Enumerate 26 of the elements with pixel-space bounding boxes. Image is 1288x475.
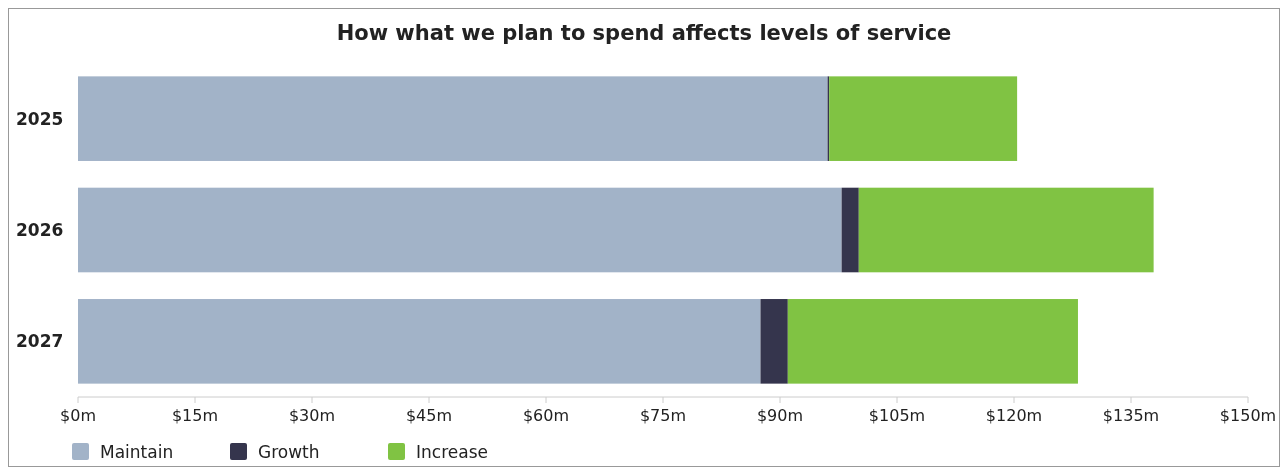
bar (858, 187, 1154, 273)
bar (78, 187, 842, 273)
x-tick-label: $60m (522, 406, 570, 425)
y-tick-label: 2027 (16, 331, 64, 352)
bar (78, 299, 761, 384)
x-tick-label: $30m (288, 406, 336, 425)
x-tick-label: $150m (1219, 406, 1277, 425)
bar (760, 299, 788, 384)
legend-label: Increase (416, 442, 488, 462)
chart-title: How what we plan to spend affects levels of service (336, 21, 952, 45)
bar (841, 187, 859, 273)
y-tick-label: 2026 (16, 220, 64, 240)
legend-label: Growth (258, 442, 320, 462)
x-tick-label: $0m (60, 406, 96, 425)
x-tick-label: $45m (405, 406, 453, 425)
x-tick-label: $75m (639, 406, 687, 425)
y-tick-label: 2025 (16, 108, 64, 129)
legend-label: Maintain (100, 442, 174, 462)
x-tick-label: $120m (985, 406, 1043, 425)
bar (78, 76, 828, 161)
x-tick-label: $15m (171, 406, 219, 425)
bar (787, 299, 1078, 384)
x-tick-label: $105m (868, 406, 926, 425)
x-tick-label: $135m (1102, 406, 1160, 425)
bar (829, 76, 1018, 161)
x-tick-label: $90m (756, 406, 804, 425)
